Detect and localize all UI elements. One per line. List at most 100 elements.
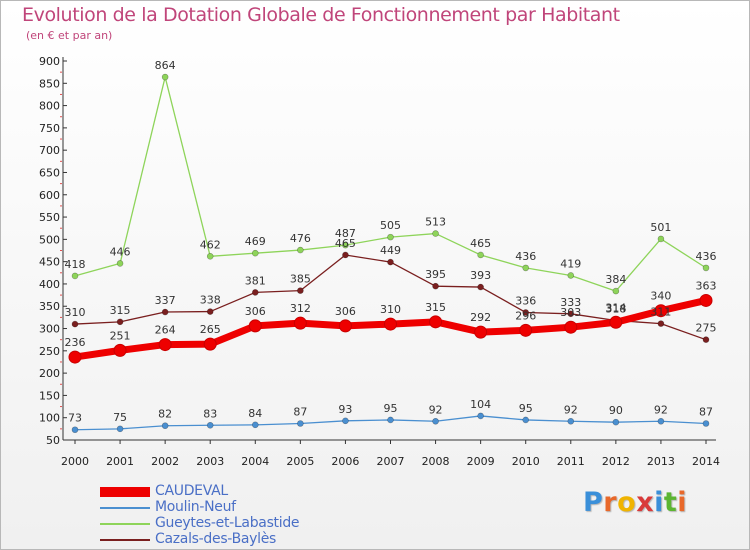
y-tick-label: 350 bbox=[39, 300, 60, 313]
y-tick-label: 550 bbox=[39, 211, 60, 224]
data-label: 92 bbox=[564, 403, 578, 416]
data-point bbox=[338, 319, 352, 333]
y-tick-label: 250 bbox=[39, 345, 60, 358]
data-label: 93 bbox=[338, 403, 352, 416]
data-label: 90 bbox=[609, 404, 623, 417]
data-label: 236 bbox=[65, 336, 86, 349]
legend-label: CAUDEVAL bbox=[155, 483, 228, 499]
data-point bbox=[206, 308, 214, 315]
data-point bbox=[702, 264, 710, 272]
data-point bbox=[612, 418, 620, 426]
y-tick-label: 150 bbox=[39, 389, 60, 402]
data-label: 513 bbox=[425, 216, 446, 229]
y-tick-label: 450 bbox=[39, 256, 60, 269]
x-tick-label: 2004 bbox=[241, 455, 269, 468]
data-label: 104 bbox=[470, 398, 491, 411]
data-point bbox=[474, 325, 488, 339]
data-label: 75 bbox=[113, 411, 127, 424]
y-tick-label: 200 bbox=[39, 367, 60, 380]
data-label: 82 bbox=[158, 408, 172, 421]
data-point bbox=[429, 315, 443, 329]
x-tick-label: 2009 bbox=[467, 455, 495, 468]
legend-label: Gueytes-et-Labastide bbox=[155, 515, 300, 531]
data-point bbox=[161, 308, 169, 316]
data-label: 487 bbox=[335, 227, 356, 240]
y-tick-label: 800 bbox=[39, 100, 60, 113]
data-label: 419 bbox=[560, 257, 581, 270]
data-point bbox=[297, 246, 304, 254]
data-point bbox=[657, 235, 665, 243]
data-point bbox=[432, 417, 439, 425]
x-tick-label: 2002 bbox=[151, 455, 179, 468]
data-label: 469 bbox=[245, 235, 266, 248]
y-tick-label: 600 bbox=[39, 189, 60, 202]
data-label: 315 bbox=[110, 304, 131, 317]
data-label: 393 bbox=[470, 269, 491, 282]
data-label: 95 bbox=[519, 402, 533, 415]
data-point bbox=[116, 318, 124, 326]
data-point bbox=[657, 417, 665, 425]
data-label: 337 bbox=[155, 294, 176, 307]
data-label: 462 bbox=[200, 238, 221, 251]
data-label: 95 bbox=[384, 402, 398, 415]
data-label: 265 bbox=[200, 323, 221, 336]
data-label: 315 bbox=[425, 301, 446, 314]
data-label: 264 bbox=[155, 324, 176, 337]
data-label: 384 bbox=[605, 273, 626, 286]
data-point bbox=[251, 421, 259, 429]
y-tick-label: 700 bbox=[39, 144, 60, 157]
data-point bbox=[71, 320, 79, 328]
data-point bbox=[161, 73, 169, 81]
data-label: 92 bbox=[654, 403, 668, 416]
x-tick-label: 2001 bbox=[106, 455, 134, 468]
data-point bbox=[702, 420, 710, 427]
data-label: 436 bbox=[696, 250, 717, 263]
data-point bbox=[384, 317, 397, 331]
data-point bbox=[432, 282, 439, 290]
data-label: 385 bbox=[290, 273, 311, 286]
data-point bbox=[612, 287, 620, 295]
data-label: 864 bbox=[155, 59, 176, 72]
data-point bbox=[71, 426, 79, 434]
chart-axes: 50 100 150 200 250 300 350 400 450 500 550 600 650 70… bbox=[39, 55, 720, 468]
data-point bbox=[657, 320, 665, 327]
y-tick-label: 750 bbox=[39, 122, 60, 135]
y-tick-label: 50 bbox=[46, 434, 60, 447]
data-point bbox=[113, 343, 127, 357]
data-point bbox=[567, 417, 575, 425]
data-label: 446 bbox=[110, 245, 131, 258]
data-label: 363 bbox=[696, 279, 717, 292]
y-tick-label: 400 bbox=[39, 278, 60, 291]
data-label: 465 bbox=[470, 237, 491, 250]
data-label: 395 bbox=[425, 268, 446, 281]
data-point bbox=[387, 233, 394, 241]
data-label: 336 bbox=[515, 294, 536, 307]
data-label: 311 bbox=[650, 306, 671, 319]
proxiti-logo: Proxiti bbox=[583, 487, 688, 518]
data-point bbox=[519, 323, 533, 337]
data-point bbox=[342, 251, 349, 259]
data-label: 338 bbox=[200, 294, 221, 307]
data-label: 318 bbox=[605, 303, 626, 316]
data-point bbox=[699, 293, 713, 307]
data-label: 296 bbox=[515, 309, 536, 322]
data-label: 87 bbox=[293, 406, 307, 419]
data-label: 87 bbox=[699, 406, 713, 419]
data-label: 436 bbox=[515, 250, 536, 263]
data-label: 292 bbox=[470, 311, 491, 324]
data-point bbox=[342, 417, 349, 425]
legend-swatch bbox=[100, 523, 150, 525]
y-tick-label: 850 bbox=[39, 77, 60, 90]
data-label: 306 bbox=[245, 305, 266, 318]
series-points bbox=[68, 73, 713, 434]
y-tick-label: 300 bbox=[39, 323, 60, 336]
data-label: 84 bbox=[248, 407, 262, 420]
x-tick-label: 2013 bbox=[647, 455, 675, 468]
data-point bbox=[293, 316, 307, 330]
legend-label: Moulin-Neuf bbox=[155, 499, 236, 515]
data-point bbox=[702, 336, 710, 343]
data-label: 340 bbox=[650, 290, 671, 303]
